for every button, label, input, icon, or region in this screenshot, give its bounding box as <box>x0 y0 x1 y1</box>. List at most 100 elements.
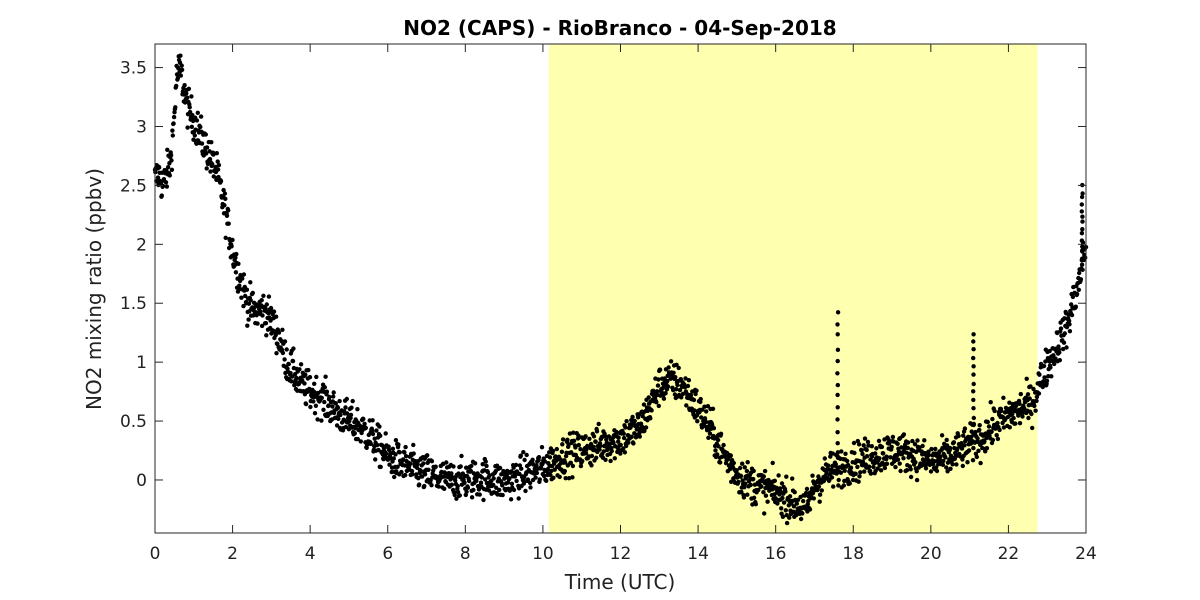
data-point <box>762 511 767 516</box>
data-point <box>477 492 482 497</box>
data-point <box>468 468 473 474</box>
data-point <box>1066 318 1072 323</box>
data-point <box>294 375 299 381</box>
data-point <box>939 433 945 438</box>
data-point <box>945 469 950 474</box>
data-point <box>623 425 628 430</box>
data-point <box>487 473 492 478</box>
data-point <box>1017 421 1023 426</box>
data-point <box>954 462 959 467</box>
data-point <box>864 454 870 459</box>
data-point <box>829 475 835 480</box>
data-point <box>384 451 389 456</box>
data-point <box>562 468 567 474</box>
data-point <box>738 473 744 478</box>
data-point <box>169 167 175 172</box>
data-point <box>386 444 391 449</box>
data-point <box>847 481 852 486</box>
data-point <box>573 445 578 450</box>
data-point <box>229 244 234 249</box>
data-point <box>349 405 354 410</box>
data-point <box>976 448 981 453</box>
data-point <box>352 431 357 436</box>
data-point <box>943 455 948 460</box>
data-point <box>784 520 790 526</box>
data-point <box>606 434 612 439</box>
data-point <box>571 438 577 443</box>
data-point <box>203 132 208 137</box>
y-tick-label: 2.5 <box>120 176 147 196</box>
data-point <box>422 472 428 477</box>
data-point <box>587 436 592 441</box>
x-tick-label: 16 <box>765 544 787 564</box>
data-point <box>914 477 920 483</box>
data-point <box>926 452 932 458</box>
data-point <box>175 75 181 81</box>
data-point <box>852 450 857 456</box>
data-point <box>839 449 844 454</box>
data-point <box>355 436 360 442</box>
data-point <box>663 391 668 396</box>
data-point <box>895 453 900 458</box>
data-point <box>469 495 475 500</box>
data-point <box>621 435 627 441</box>
spike-point <box>835 455 841 460</box>
data-point <box>779 506 784 511</box>
data-point <box>517 471 522 477</box>
data-point <box>1001 395 1006 400</box>
data-point <box>297 367 302 372</box>
data-point <box>803 490 809 496</box>
data-point <box>622 450 628 455</box>
data-point <box>534 470 540 476</box>
data-point <box>170 128 175 133</box>
data-point <box>715 452 720 457</box>
data-point <box>179 67 185 73</box>
data-point <box>462 480 467 485</box>
data-point <box>385 457 391 462</box>
data-point <box>471 487 476 493</box>
spike-point <box>1080 219 1085 224</box>
data-point <box>646 395 651 400</box>
data-point <box>260 313 265 318</box>
data-point <box>560 442 565 447</box>
data-point <box>618 442 623 448</box>
data-point <box>429 459 435 464</box>
data-point <box>548 472 553 478</box>
data-point <box>215 159 220 164</box>
data-point <box>563 476 568 481</box>
data-point <box>591 434 597 439</box>
data-point <box>960 463 965 469</box>
data-point <box>684 403 689 408</box>
data-point <box>222 191 228 196</box>
data-point <box>433 464 438 469</box>
data-point <box>835 450 841 455</box>
data-point <box>1070 294 1076 300</box>
data-point <box>1049 374 1054 379</box>
spike-point <box>971 347 976 352</box>
x-tick-label: 18 <box>842 544 864 564</box>
data-point <box>449 482 454 487</box>
data-point <box>518 453 523 458</box>
data-point <box>236 261 241 266</box>
data-point <box>554 446 559 452</box>
data-point <box>226 221 231 226</box>
data-point <box>594 455 599 460</box>
data-point <box>804 486 810 492</box>
data-point <box>230 237 235 243</box>
data-point <box>718 460 723 465</box>
data-point <box>710 406 716 411</box>
data-point <box>716 444 721 449</box>
spike-point <box>971 372 976 377</box>
spike-point <box>971 406 976 411</box>
data-point <box>817 492 823 497</box>
data-point <box>920 443 925 449</box>
data-point <box>248 280 253 285</box>
data-point <box>302 381 307 386</box>
spike-point <box>835 417 840 422</box>
data-point <box>643 425 649 430</box>
data-point <box>699 415 704 420</box>
data-point <box>591 444 596 450</box>
data-point <box>686 378 692 383</box>
data-point <box>833 462 838 467</box>
data-point <box>516 496 521 501</box>
